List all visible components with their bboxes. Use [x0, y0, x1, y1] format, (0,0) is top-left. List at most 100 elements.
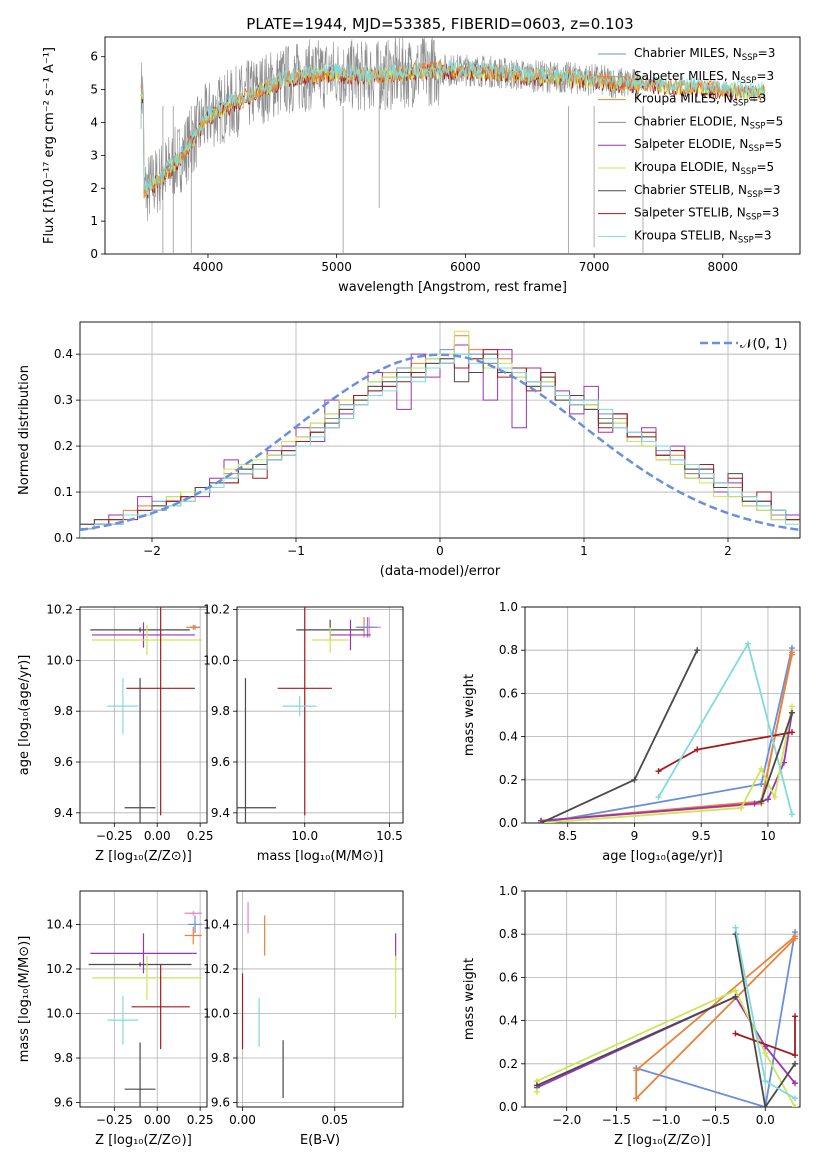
data-point-marker [792, 1052, 799, 1059]
data-point-marker [694, 746, 701, 753]
plot-area [140, 37, 766, 254]
data-point-marker [694, 647, 701, 654]
y-tick-label: 9.8 [54, 1051, 73, 1065]
series-line [760, 712, 793, 802]
y-tick-label: 9.8 [211, 704, 230, 718]
plot-area [241, 902, 397, 1099]
data-point-marker [751, 800, 758, 807]
data-point-marker [792, 1013, 799, 1020]
y-tick-label: 9.8 [54, 704, 73, 718]
x-tick-label: 0.00 [144, 829, 171, 843]
x-tick-label: 6000 [450, 260, 481, 274]
data-point-marker [758, 766, 765, 772]
x-tick-label: 0.25 [187, 829, 214, 843]
x-tick-label: 0.00 [144, 1113, 171, 1127]
y-tick-label: 9.4 [54, 806, 73, 820]
data-point-marker [771, 794, 778, 801]
axes-frame [79, 606, 208, 824]
y-tick-label: 10.2 [203, 962, 230, 976]
data-point-marker [764, 796, 771, 803]
y-tick-label: 10.2 [46, 603, 73, 617]
plot-area [88, 911, 202, 1107]
y-axis-label: Normed distribution [17, 365, 32, 495]
x-tick-label: 10.0 [291, 829, 318, 843]
x-tick-label: 10.5 [376, 829, 403, 843]
y-axis-label: mass weight [462, 958, 477, 1040]
data-point-marker [533, 1082, 540, 1089]
legend-entry: 𝒩(0, 1) [740, 337, 787, 352]
y-tick-label: 0.8 [499, 927, 518, 941]
x-axis-label: wavelength [Angstrom, rest frame] [338, 280, 567, 295]
mass-vs-metallicity-panel: −0.25 0.00 0.25 9.6 9.8 10.0 10.2 10.4 Z [log₁₀(… [17, 890, 214, 1148]
data-point-marker [758, 798, 765, 805]
data-point-marker [758, 781, 765, 788]
y-tick-label: 1 [90, 214, 98, 228]
y-tick-label: 0.2 [499, 1057, 518, 1071]
x-axis-label: Z [log₁₀(Z/Z⊙)] [614, 1133, 711, 1148]
data-point-marker [732, 993, 739, 1000]
data-point-marker [792, 1060, 799, 1067]
legend-entry: Kroupa STELIB, NSSP=3 [634, 228, 772, 245]
x-axis-label: mass [log₁₀(M/M⊙)] [257, 849, 384, 864]
legend-entry: Salpeter MILES, NSSP=3 [634, 69, 774, 86]
x-tick-label: −1.5 [602, 1113, 631, 1127]
data-point-marker [788, 709, 795, 716]
data-point-marker [762, 1078, 769, 1085]
residual-histogram-panel: −2 −1 0 1 2 0.0 0.1 0.2 0.3 0.4 (data-model)/error… [17, 321, 801, 579]
axes-frame [524, 890, 801, 1108]
y-tick-label: 10.0 [46, 1006, 73, 1020]
data-point-marker [655, 794, 662, 801]
y-axis-label: age [log₁₀(age/yr)] [17, 655, 32, 776]
y-tick-label: 10.4 [203, 917, 230, 931]
data-point-marker [788, 649, 795, 656]
x-tick-label: −0.25 [96, 829, 133, 843]
data-point-marker [788, 811, 795, 818]
mass-weight-vs-metallicity-panel: −2.0 −1.5 −1.0 −0.5 0.0 0.0 0.2 0.4 0.6 0.8 1.0 Z [… [462, 884, 801, 1148]
data-point-marker [533, 1088, 540, 1095]
y-tick-label: 0.0 [499, 1100, 518, 1114]
x-tick-label: 0.25 [187, 1113, 214, 1127]
data-point-marker [792, 933, 799, 940]
y-tick-label: 2 [90, 181, 98, 195]
normal-curve [80, 353, 800, 532]
x-tick-label: 9 [631, 829, 639, 843]
y-tick-label: 9.6 [211, 1096, 230, 1110]
y-tick-label: 9.6 [54, 1096, 73, 1110]
x-axis-label: Z [log₁₀(Z/Z⊙)] [95, 849, 192, 864]
axes-frame [236, 606, 404, 824]
y-tick-label: 10.0 [46, 653, 73, 667]
y-tick-label: 0.6 [499, 970, 518, 984]
y-tick-label: 9.4 [211, 806, 230, 820]
y-axis-label: mass [log₁₀(M/M⊙)] [17, 936, 32, 1063]
y-tick-label: 0.4 [54, 347, 73, 361]
model-spectrum-line [140, 59, 766, 195]
y-tick-label: 1.0 [499, 600, 518, 614]
x-tick-label: 1 [580, 544, 588, 558]
data-point-marker [732, 1030, 739, 1037]
x-tick-label: 8000 [708, 260, 739, 274]
series-line [536, 995, 736, 1087]
series-line [635, 937, 796, 1100]
legend-entry: Chabrier MILES, NSSP=3 [634, 46, 775, 63]
x-tick-label: −0.25 [96, 1113, 133, 1127]
plot-area [533, 924, 799, 1107]
x-tick-label: −1 [287, 544, 305, 558]
data-point-marker [633, 1067, 640, 1074]
data-point-marker [631, 776, 638, 783]
data-point-marker [732, 987, 739, 994]
data-point-marker [633, 1095, 640, 1102]
legend-entry: Chabrier ELODIE, NSSP=5 [634, 114, 783, 131]
x-tick-label: 8.5 [558, 829, 577, 843]
x-tick-label: 4000 [193, 260, 224, 274]
x-axis-label: (data-model)/error [380, 564, 501, 579]
axes-frame [104, 36, 801, 255]
axes-frame [524, 606, 801, 824]
y-tick-label: 10.0 [203, 1006, 230, 1020]
data-point-marker [792, 1104, 799, 1107]
spectrum-legend: Chabrier MILES, NSSP=3 Salpeter MILES, NS… [598, 46, 783, 245]
y-tick-label: 0.2 [54, 439, 73, 453]
y-tick-label: 10.2 [203, 603, 230, 617]
plot-area [80, 330, 800, 538]
y-tick-label: 4 [90, 115, 98, 129]
